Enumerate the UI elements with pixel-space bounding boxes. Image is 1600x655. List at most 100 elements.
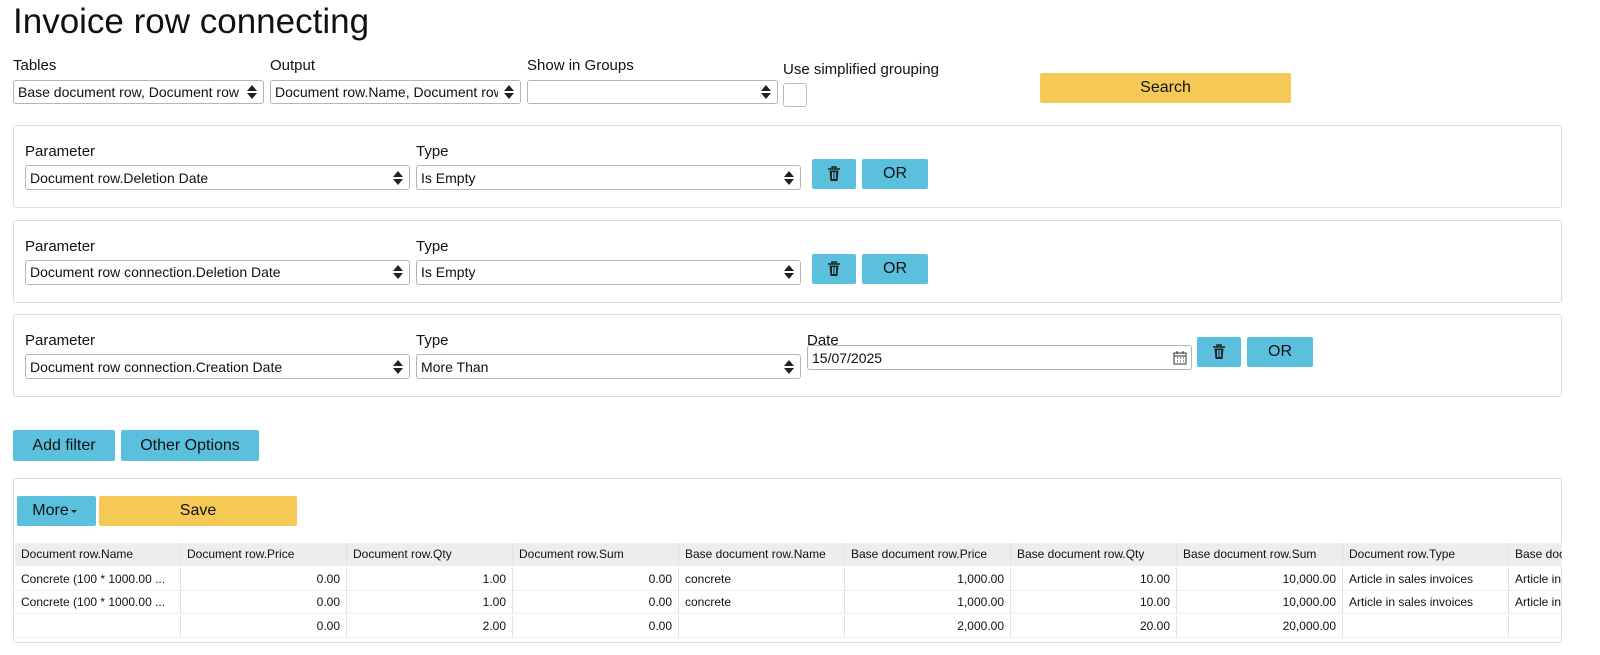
field-label: Show in Groups [527,57,634,74]
select-value: Document row connection.Deletion Date [30,264,281,280]
table-cell: 2,000.00 [845,614,1011,638]
select-arrows [393,170,403,185]
parameter-label: Parameter [25,237,96,255]
column-header: Document row.Sum [513,543,679,566]
table-cell: 10.00 [1011,591,1177,614]
table-cell: 20.00 [1011,614,1177,638]
add-filter-button[interactable]: Add filter [13,430,115,461]
table-cell [1343,614,1509,638]
select-value: Document row connection.Creation Date [30,358,283,375]
caret [70,510,77,513]
select-box[interactable]: Is Empty [416,259,801,285]
select-box[interactable]: Document row.Deletion Date [25,165,410,190]
table-cell: Concrete (100 * 1000.00 ... [15,567,181,591]
table-cell [15,614,181,638]
save-button[interactable]: Save [99,496,297,526]
simplified-grouping-label: Use simplified grouping [783,61,939,78]
column-header: Document row.Price [181,543,347,566]
table-cell: 1.00 [347,567,513,591]
delete-button[interactable] [1197,337,1241,367]
select-arrows [784,265,794,279]
type-label: Type [416,143,449,160]
table-cell [1509,615,1562,638]
column-header: Base document row.Sum [1177,543,1343,566]
field-label: Tables [13,57,57,74]
page-title: Invoice row connecting [13,2,370,41]
parameter-label: Parameter [25,332,96,349]
table-cell: 0.00 [513,591,679,614]
simplified-grouping-checkbox[interactable] [783,83,807,107]
table-cell: concrete [679,567,845,591]
table-cell: 10.00 [1011,567,1177,591]
filter-panel [13,219,1562,303]
select-box[interactable] [527,80,778,104]
column-header: Base document row.Qty [1011,543,1177,566]
table-cell: 2.00 [347,614,513,638]
type-label: Type [416,332,449,349]
table-cell: 0.00 [181,591,347,614]
table-cell: 0.00 [181,614,347,638]
table-cell: Article in sales invoices [1509,568,1562,591]
select-value: 15/07/2025 [812,349,883,366]
select-box[interactable]: Document row connection.Deletion Date [25,259,410,285]
more-label: More [32,502,69,519]
select-box[interactable]: More Than [416,354,801,379]
table-cell: 0.00 [181,567,347,591]
table-cell: Article in sales invoices [1509,591,1562,614]
column-header: Document row.Type [1343,543,1509,566]
trash-icon [828,260,840,276]
table-cell: Article in sales invoices [1343,591,1509,614]
select-arrows [761,85,771,99]
column-header: Base document row.Type [1509,543,1562,566]
table-cell: 10,000.00 [1177,567,1343,591]
trash-icon [828,166,840,181]
delete-button[interactable] [812,159,856,189]
table-cell: 1.00 [347,591,513,614]
select-arrows [504,85,514,99]
select-value: Document row.Name, Document row [275,84,498,100]
select-value: Is Empty [421,169,476,186]
filter-panel [13,125,1562,208]
table-cell: 0.00 [513,567,679,591]
table-cell: concrete [679,591,845,614]
field-label: Output [270,57,316,74]
other-options-button[interactable]: Other Options [121,430,259,461]
or-button[interactable]: OR [1247,337,1313,367]
or-button[interactable]: OR [862,253,928,284]
or-button[interactable]: OR [862,159,928,189]
table-cell [679,614,845,638]
select-arrows [784,359,794,374]
parameter-label: Parameter [25,143,96,160]
select-box[interactable]: Base document row, Document row [13,80,264,104]
column-header: Document row.Qty [347,543,513,566]
table-cell: 1,000.00 [845,591,1011,614]
select-box[interactable]: Is Empty [416,165,801,190]
table-cell: 20,000.00 [1177,614,1343,638]
select-arrows [393,359,403,374]
calendar-icon [1173,350,1187,364]
trash-icon [1213,344,1225,359]
type-label: Type [416,237,449,255]
select-value: Base document row, Document row [18,84,239,100]
select-arrows [784,170,794,185]
column-header: Base document row.Name [679,543,845,566]
table-cell: 1,000.00 [845,567,1011,591]
select-value: More Than [421,358,489,375]
delete-button[interactable] [812,253,856,284]
select-arrows [247,85,257,99]
table-cell: Concrete (100 * 1000.00 ... [15,591,181,614]
search-button[interactable]: Search [1040,73,1291,103]
date-label: Date [807,332,839,349]
select-arrows [393,265,403,279]
table-cell: 10,000.00 [1177,591,1343,614]
results-table: Document row.Name Document row.Price Docum… [15,543,1562,638]
select-box[interactable]: 15/07/2025 [807,345,1192,370]
column-header: Base document row.Price [845,543,1011,566]
select-value: Document row.Deletion Date [30,169,209,186]
select-box[interactable]: Document row connection.Creation Date [25,354,410,379]
table-cell: 0.00 [513,614,679,638]
table-cell: Article in sales invoices [1343,567,1509,591]
select-box[interactable]: Document row.Name, Document row [270,80,521,104]
more-button[interactable]: More [17,496,96,526]
